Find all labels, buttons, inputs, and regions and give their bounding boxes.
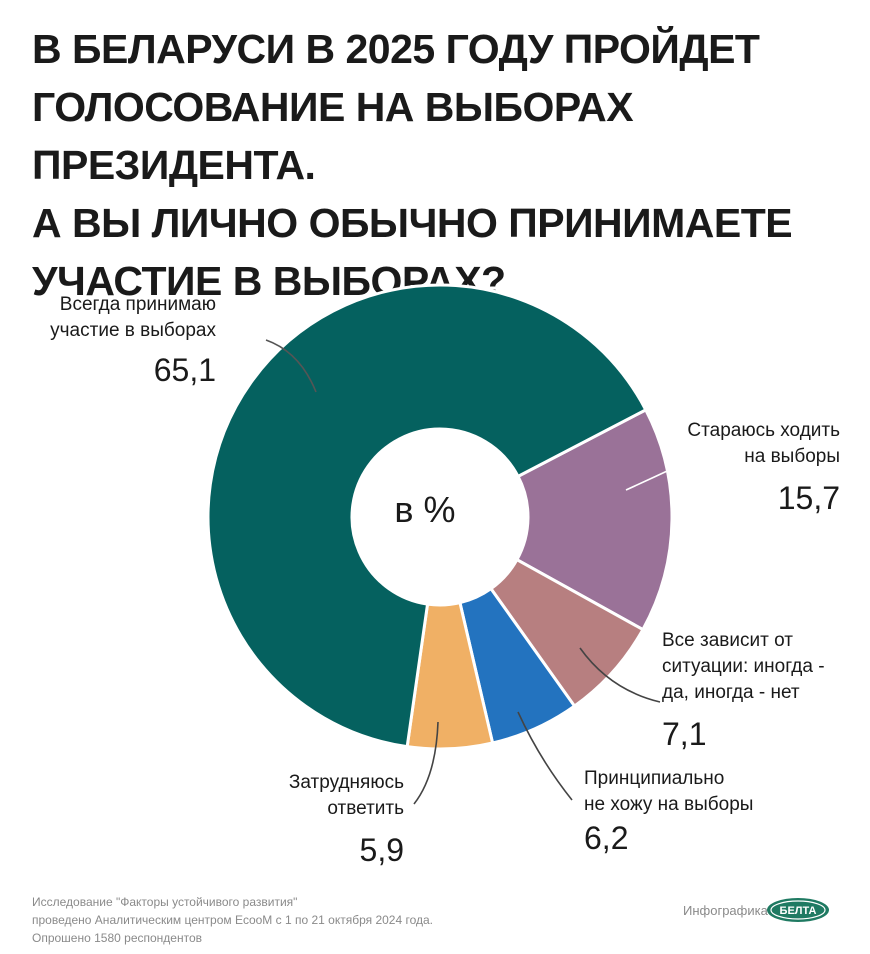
- slice-value-always-vote: 65,1: [153, 352, 216, 388]
- title-line: В БЕЛАРУСИ В 2025 ГОДУ ПРОЙДЕТ: [32, 26, 760, 72]
- source-note-line: Исследование "Факторы устойчивого развит…: [32, 895, 298, 909]
- source-note-line: Опрошено 1580 респондентов: [32, 931, 203, 945]
- slice-label-never-vote: Принципиально не хожу на выборы: [584, 766, 804, 818]
- belta-logo: БЕЛТА: [767, 898, 829, 922]
- title-line: А ВЫ ЛИЧНО ОБЫЧНО ПРИНИМАЕТЕ: [32, 200, 793, 246]
- slice-label-line: ответить: [327, 798, 404, 819]
- slice-label-line: Стараюсь ходить: [687, 420, 840, 441]
- leader-line-depends: [579, 647, 661, 703]
- slice-label-depends: Все зависит от ситуации: иногда - да, ин…: [662, 628, 862, 706]
- slice-label-always-vote: Всегда принимаю участие в выборах: [20, 292, 216, 344]
- leader-line-always-vote: [265, 339, 317, 393]
- slice-label-line: Все зависит от: [662, 630, 793, 651]
- slice-always-vote: [206, 283, 648, 749]
- slice-label-line: да, иногда - нет: [662, 682, 800, 703]
- slice-label-line: Принципиально: [584, 768, 725, 789]
- title-line: ГОЛОСОВАНИЕ НА ВЫБОРАХ ПРЕЗИДЕНТА.: [32, 84, 634, 188]
- slice-label-undecided: Затрудняюсь ответить: [220, 770, 404, 822]
- slice-label-line: участие в выборах: [50, 320, 216, 341]
- slice-label-line: Всегда принимаю: [59, 294, 216, 315]
- slice-label-line: на выборы: [744, 446, 840, 467]
- belta-logo-text: БЕЛТА: [780, 905, 817, 917]
- source-note-line: проведено Аналитическим центром EcooM с …: [32, 913, 434, 927]
- leader-line-try-to-vote: [625, 445, 721, 491]
- slice-value-undecided: 5,9: [359, 832, 404, 868]
- leader-line-undecided: [413, 721, 439, 805]
- slice-value-never-vote: 6,2: [584, 820, 629, 856]
- slice-value-depends: 7,1: [662, 716, 707, 752]
- chart-title: В БЕЛАРУСИ В 2025 ГОДУ ПРОЙДЕТ ГОЛОСОВАН…: [32, 20, 852, 310]
- infographic-credit: Инфографика: [683, 903, 768, 918]
- slice-try-to-vote: [514, 407, 674, 632]
- source-note: Исследование "Факторы устойчивого развит…: [32, 893, 433, 947]
- leader-line-never-vote: [517, 711, 573, 801]
- slice-value-try-to-vote: 15,7: [777, 480, 840, 516]
- slice-label-try-to-vote: Стараюсь ходить на выборы: [620, 418, 840, 470]
- slice-label-line: ситуации: иногда -: [662, 656, 825, 677]
- slice-label-line: не хожу на выборы: [584, 794, 754, 815]
- center-unit-label: в %: [394, 489, 456, 530]
- slice-label-line: Затрудняюсь: [288, 772, 404, 793]
